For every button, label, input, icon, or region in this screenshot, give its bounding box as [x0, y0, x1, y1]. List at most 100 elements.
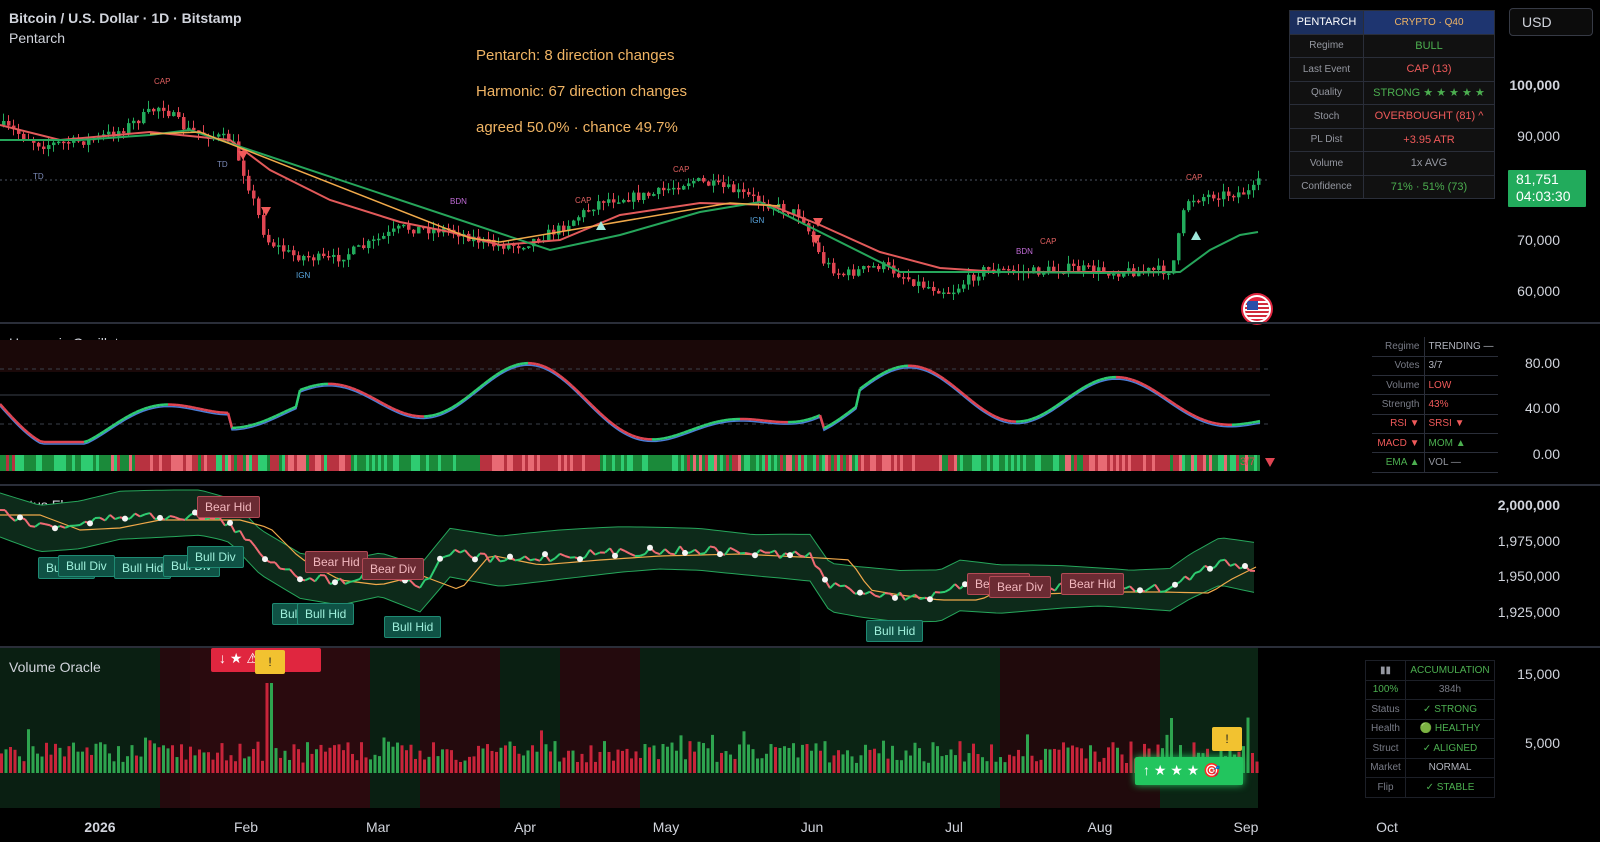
sell-triangle: [238, 151, 248, 160]
volume-title[interactable]: Volume Oracle: [9, 659, 101, 675]
indicator-name[interactable]: Pentarch: [9, 30, 66, 46]
strip-cell: [1116, 455, 1119, 471]
oscillator-segment: [854, 388, 862, 408]
oscillator-segment: [375, 398, 381, 403]
candle: [847, 269, 851, 276]
pane-separator[interactable]: [0, 322, 1600, 324]
candle: [557, 225, 561, 235]
accumulation-badge[interactable]: ↑ ★ ★ ★ 🎯: [1135, 757, 1243, 785]
volume-chart[interactable]: [0, 648, 1270, 808]
volume-bar: [855, 762, 858, 773]
annotation-pentarch: Pentarch: 8 direction changes: [476, 47, 675, 64]
price-axis-label: 70,000: [1517, 232, 1560, 248]
candle: [887, 262, 891, 266]
candle: [862, 266, 866, 270]
strip-cell: [1188, 455, 1191, 471]
currency-button[interactable]: USD: [1509, 8, 1593, 36]
oscillator-segment: [291, 405, 297, 410]
oscillator-segment: [615, 425, 621, 431]
strip-cell: [42, 455, 45, 471]
strip-cell: [384, 455, 387, 471]
oscillator-segment: [367, 394, 373, 399]
strip-cell: [207, 455, 210, 471]
flow-segment: [709, 545, 716, 549]
divergence-tag[interactable]: Bull Hid: [384, 616, 442, 638]
divergence-tag[interactable]: Bear Hid: [1061, 573, 1124, 595]
candle: [22, 133, 26, 140]
warning-icon[interactable]: !: [1212, 727, 1242, 751]
volume-bar: [567, 750, 570, 773]
oscillator-segment: [971, 400, 977, 406]
oscillator-segment: [31, 434, 37, 440]
strip-cell: [897, 455, 900, 471]
flow-dot: [787, 552, 793, 559]
strip-cell: [1092, 455, 1095, 471]
strip-cell: [954, 455, 957, 471]
oscillator-segment: [399, 410, 405, 415]
volume-bar: [625, 748, 629, 773]
candle: [1047, 266, 1051, 273]
strip-cell: [525, 455, 528, 471]
volume-bar: [387, 741, 390, 773]
pane-separator[interactable]: [0, 484, 1600, 486]
candle: [1012, 269, 1016, 272]
divergence-tag[interactable]: Bull Div: [58, 555, 115, 577]
pane-separator[interactable]: [0, 646, 1600, 648]
volume-bar: [895, 759, 899, 773]
strip-cell: [54, 455, 57, 471]
strip-cell: [492, 455, 495, 471]
oscillator-segment: [979, 406, 985, 412]
divergence-tag[interactable]: Bear Hid: [197, 496, 260, 518]
divergence-tag[interactable]: Bull Hid: [297, 603, 355, 625]
strip-cell: [1206, 455, 1209, 471]
volume-bar: [328, 747, 332, 773]
strip-cell: [648, 455, 651, 471]
flow-segment: [844, 584, 851, 590]
volume-bar: [369, 759, 372, 773]
strip-cell: [420, 455, 423, 471]
flow-segment: [1219, 558, 1226, 562]
us-flag-icon[interactable]: [1243, 295, 1271, 323]
warning-icon[interactable]: !: [255, 650, 285, 674]
candle: [62, 141, 66, 144]
regime-band: [500, 648, 560, 808]
candle: [602, 201, 606, 203]
price-chart[interactable]: CAP TD TD IGN BDN CAP CAP IGN BDN CAP CA…: [0, 0, 1270, 322]
strip-cell: [156, 455, 159, 471]
strip-cell: [357, 455, 360, 471]
volume-bar: [405, 750, 408, 773]
volume-bar: [346, 742, 350, 773]
strip-cell: [972, 455, 975, 471]
strip-cell: [825, 455, 828, 471]
candle: [857, 269, 861, 276]
candle: [1187, 201, 1191, 211]
strip-cell: [381, 455, 384, 471]
divergence-tag[interactable]: Bull Hid: [866, 620, 924, 642]
strip-cell: [408, 455, 411, 471]
volume-bar: [234, 761, 237, 773]
strip-cell: [1080, 455, 1083, 471]
row-value: +3.95 ATR: [1363, 127, 1495, 152]
divergence-tag[interactable]: Bear Hid: [305, 551, 368, 573]
harmonic-chart[interactable]: [0, 324, 1270, 484]
volume-bar: [472, 756, 476, 773]
oscillator-segment: [115, 420, 121, 425]
divergence-tag[interactable]: Bull Hid: [114, 557, 172, 579]
candle: [392, 228, 396, 232]
strip-cell: [1194, 455, 1197, 471]
strip-cell: [708, 455, 711, 471]
symbol-title[interactable]: Bitcoin / U.S. Dollar · 1D · Bitstamp: [9, 10, 242, 26]
strip-cell: [60, 455, 63, 471]
divergence-tag[interactable]: Bull Div: [187, 546, 244, 568]
strip-cell: [96, 455, 99, 471]
strip-cell: [1014, 455, 1017, 471]
flow-segment: [424, 577, 431, 581]
volume-bar: [747, 744, 750, 773]
divergence-tag[interactable]: Bear Div: [362, 558, 425, 580]
flow-segment: [324, 574, 331, 585]
volume-bar: [729, 754, 732, 773]
strip-cell: [969, 455, 972, 471]
candle: [7, 121, 11, 126]
divergence-tag[interactable]: Bear Div: [989, 576, 1052, 598]
flow-segment: [514, 558, 521, 562]
